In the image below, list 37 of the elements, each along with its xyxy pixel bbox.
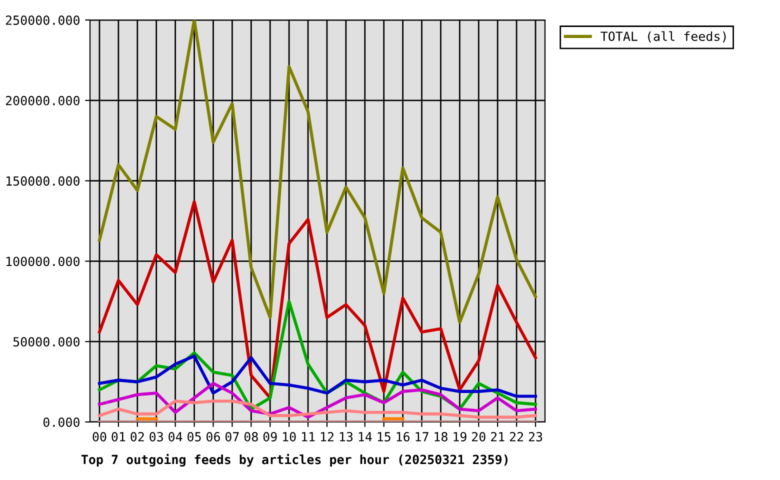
line-series bbox=[98, 382, 538, 419]
line-series bbox=[98, 400, 538, 419]
x-tick-label: 01 bbox=[112, 432, 126, 442]
y-tick-label: 0.000 bbox=[43, 418, 80, 427]
x-tick-label: 14 bbox=[358, 432, 372, 442]
x-tick-label: 08 bbox=[244, 432, 258, 442]
x-tick-label: 23 bbox=[528, 432, 542, 442]
x-tick-label: 20 bbox=[472, 432, 486, 442]
x-tick-label: 15 bbox=[378, 432, 390, 442]
line-series bbox=[98, 20, 538, 324]
x-tick-label: 21 bbox=[491, 432, 504, 442]
y-tick-label: 150000.000 bbox=[6, 176, 80, 186]
x-tick-label: 12 bbox=[320, 432, 334, 442]
x-tick-label: 11 bbox=[302, 432, 315, 442]
line-series bbox=[98, 200, 538, 400]
x-tick-label: 13 bbox=[340, 432, 353, 442]
x-tick-label: 09 bbox=[263, 432, 277, 442]
legend-label: TOTAL (all feeds) bbox=[600, 31, 726, 42]
y-tick-label: 250000.000 bbox=[6, 16, 80, 25]
x-tick-label: 03 bbox=[150, 432, 163, 442]
x-tick-label: 00 bbox=[92, 432, 106, 442]
x-tick-label: 05 bbox=[188, 432, 201, 442]
x-tick-label: 10 bbox=[283, 432, 296, 442]
x-tick-label: 18 bbox=[434, 432, 448, 442]
x-tick-label: 07 bbox=[225, 432, 239, 442]
y-tick-label: 200000.000 bbox=[6, 96, 80, 106]
x-tick-label: 02 bbox=[130, 432, 144, 442]
y-tick-label: 50000.000 bbox=[13, 337, 80, 347]
y-tick-label: 100000.000 bbox=[6, 256, 80, 266]
x-tick-label: 04 bbox=[168, 432, 182, 442]
x-tick-label: 22 bbox=[510, 432, 524, 442]
x-tick-label: 19 bbox=[454, 432, 466, 442]
line-series bbox=[98, 354, 538, 398]
text: Top 7 outgoing feeds by articles per hour (20250321 2359) bbox=[81, 454, 508, 467]
x-tick-label: 06 bbox=[206, 432, 220, 442]
x-tick-label: 16 bbox=[396, 432, 410, 442]
x-tick-label: 17 bbox=[416, 432, 428, 442]
